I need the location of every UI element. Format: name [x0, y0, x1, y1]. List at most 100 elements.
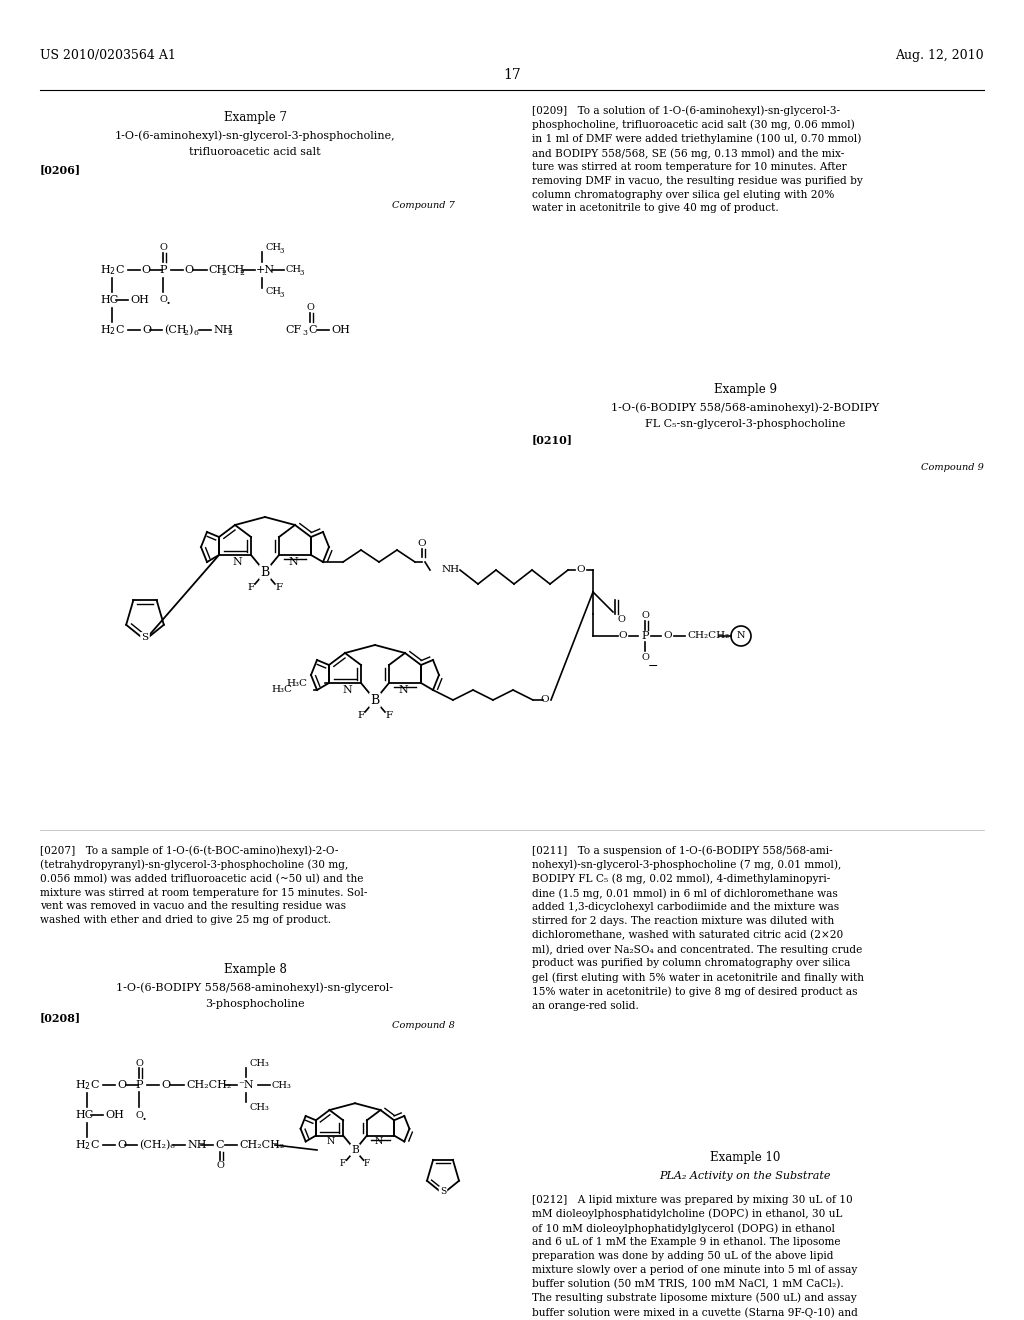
Text: (CH: (CH — [164, 325, 186, 335]
Text: [0207] To a sample of 1-O-(6-(t-BOC-amino)hexyl)-2-O-
(tetrahydropyranyl)-sn-gly: [0207] To a sample of 1-O-(6-(t-BOC-amin… — [40, 845, 368, 925]
Text: OH: OH — [105, 1110, 124, 1119]
Text: N: N — [232, 557, 242, 568]
Text: CH: CH — [266, 243, 282, 252]
Text: CH: CH — [266, 288, 282, 297]
Text: [0206]: [0206] — [40, 165, 81, 176]
Text: CH: CH — [226, 265, 245, 275]
Text: −: − — [648, 660, 658, 672]
Text: B: B — [351, 1144, 358, 1155]
Text: trifluoroacetic acid salt: trifluoroacetic acid salt — [189, 147, 321, 157]
Text: ): ) — [188, 325, 193, 335]
Text: Example 9: Example 9 — [714, 384, 776, 396]
Text: [0212] A lipid mixture was prepared by mixing 30 uL of 10
mM dioleoylphosphatidy: [0212] A lipid mixture was prepared by m… — [532, 1195, 858, 1317]
Text: O: O — [135, 1110, 143, 1119]
Text: ·: · — [141, 1111, 146, 1129]
Text: PLA₂ Activity on the Substrate: PLA₂ Activity on the Substrate — [659, 1171, 830, 1181]
Text: ⁻N: ⁻N — [238, 1080, 254, 1090]
Text: O: O — [618, 631, 628, 640]
Text: F: F — [357, 711, 365, 721]
Text: O: O — [161, 1080, 170, 1090]
Text: P: P — [160, 265, 167, 275]
Text: HC: HC — [75, 1110, 93, 1119]
Text: CH₃: CH₃ — [250, 1059, 270, 1068]
Text: Compound 7: Compound 7 — [392, 201, 455, 210]
Text: CH: CH — [208, 265, 226, 275]
Text: F: F — [385, 711, 392, 721]
Text: O: O — [664, 631, 673, 640]
Text: [0210]: [0210] — [532, 434, 573, 446]
Text: O: O — [135, 1059, 143, 1068]
Text: O: O — [159, 296, 167, 305]
Text: NH: NH — [442, 565, 460, 574]
Text: Example 10: Example 10 — [710, 1151, 780, 1164]
Text: N: N — [375, 1137, 383, 1146]
Text: H₃C: H₃C — [286, 678, 307, 688]
Text: Compound 8: Compound 8 — [392, 1020, 455, 1030]
Text: 3-phosphocholine: 3-phosphocholine — [205, 999, 305, 1008]
Text: H$_2$C: H$_2$C — [100, 263, 125, 277]
Text: O: O — [142, 325, 152, 335]
Text: CH₂CH₂: CH₂CH₂ — [186, 1080, 231, 1090]
Text: 1-O-(6-BODIPY 558/568-aminohexyl)-2-BODIPY: 1-O-(6-BODIPY 558/568-aminohexyl)-2-BODI… — [611, 403, 879, 413]
Text: Compound 9: Compound 9 — [922, 463, 984, 473]
Text: NH: NH — [187, 1140, 207, 1150]
Text: O: O — [117, 1080, 126, 1090]
Text: 2: 2 — [221, 269, 226, 277]
Text: O: O — [306, 304, 314, 313]
Text: (CH₂)₆: (CH₂)₆ — [139, 1140, 175, 1150]
Text: 3: 3 — [279, 290, 284, 300]
Text: CH₃: CH₃ — [272, 1081, 292, 1089]
Text: O: O — [641, 653, 649, 663]
Text: [0208]: [0208] — [40, 1012, 81, 1023]
Text: 6: 6 — [193, 329, 198, 337]
Text: F: F — [364, 1159, 370, 1168]
Text: O: O — [216, 1160, 224, 1170]
Text: OH: OH — [331, 325, 350, 335]
Text: O: O — [418, 540, 426, 549]
Text: O: O — [159, 243, 167, 252]
Text: 2: 2 — [239, 269, 244, 277]
Text: [0211] To a suspension of 1-O-(6-BODIPY 558/568-ami-
nohexyl)-sn-glycerol-3-phos: [0211] To a suspension of 1-O-(6-BODIPY … — [532, 845, 864, 1011]
Text: N: N — [398, 685, 408, 696]
Text: OH: OH — [130, 294, 148, 305]
Text: 3: 3 — [302, 329, 307, 337]
Text: FL C₅-sn-glycerol-3-phosphocholine: FL C₅-sn-glycerol-3-phosphocholine — [645, 418, 845, 429]
Text: O: O — [141, 265, 151, 275]
Text: CH: CH — [286, 265, 302, 275]
Text: H$_2$C: H$_2$C — [100, 323, 125, 337]
Text: C: C — [308, 325, 316, 335]
Text: CH₃: CH₃ — [250, 1102, 270, 1111]
Text: 3: 3 — [279, 247, 284, 255]
Text: 1-O-(6-aminohexyl)-sn-glycerol-3-phosphocholine,: 1-O-(6-aminohexyl)-sn-glycerol-3-phospho… — [115, 131, 395, 141]
Text: +N: +N — [256, 265, 275, 275]
Text: HC: HC — [100, 294, 118, 305]
Text: O: O — [541, 696, 549, 705]
Text: P: P — [641, 631, 649, 642]
Text: C: C — [216, 1140, 224, 1150]
Text: O: O — [617, 615, 625, 624]
Text: CH₂CH₂: CH₂CH₂ — [687, 631, 729, 640]
Text: NH: NH — [213, 325, 232, 335]
Text: 17: 17 — [503, 69, 521, 82]
Text: O: O — [117, 1140, 126, 1150]
Text: ·: · — [165, 297, 171, 314]
Text: F: F — [275, 583, 283, 593]
Text: O: O — [641, 611, 649, 620]
Text: N: N — [342, 685, 352, 696]
Text: 2: 2 — [183, 329, 187, 337]
Text: H$_2$C: H$_2$C — [75, 1078, 100, 1092]
Text: N: N — [736, 631, 745, 640]
Text: H$_2$C: H$_2$C — [75, 1138, 100, 1152]
Text: CF: CF — [285, 325, 301, 335]
Text: 2: 2 — [227, 329, 231, 337]
Text: N: N — [288, 557, 298, 568]
Text: B: B — [260, 565, 269, 578]
Text: [0209] To a solution of 1-O-(6-aminohexyl)-sn-glycerol-3-
phosphocholine, triflu: [0209] To a solution of 1-O-(6-aminohexy… — [532, 106, 863, 214]
Text: S: S — [440, 1187, 446, 1196]
Text: O: O — [184, 265, 194, 275]
Text: N: N — [327, 1137, 336, 1146]
Text: P: P — [135, 1080, 142, 1090]
Text: Aug. 12, 2010: Aug. 12, 2010 — [895, 49, 984, 62]
Text: 3: 3 — [299, 269, 303, 277]
Text: H₃C: H₃C — [271, 685, 292, 694]
